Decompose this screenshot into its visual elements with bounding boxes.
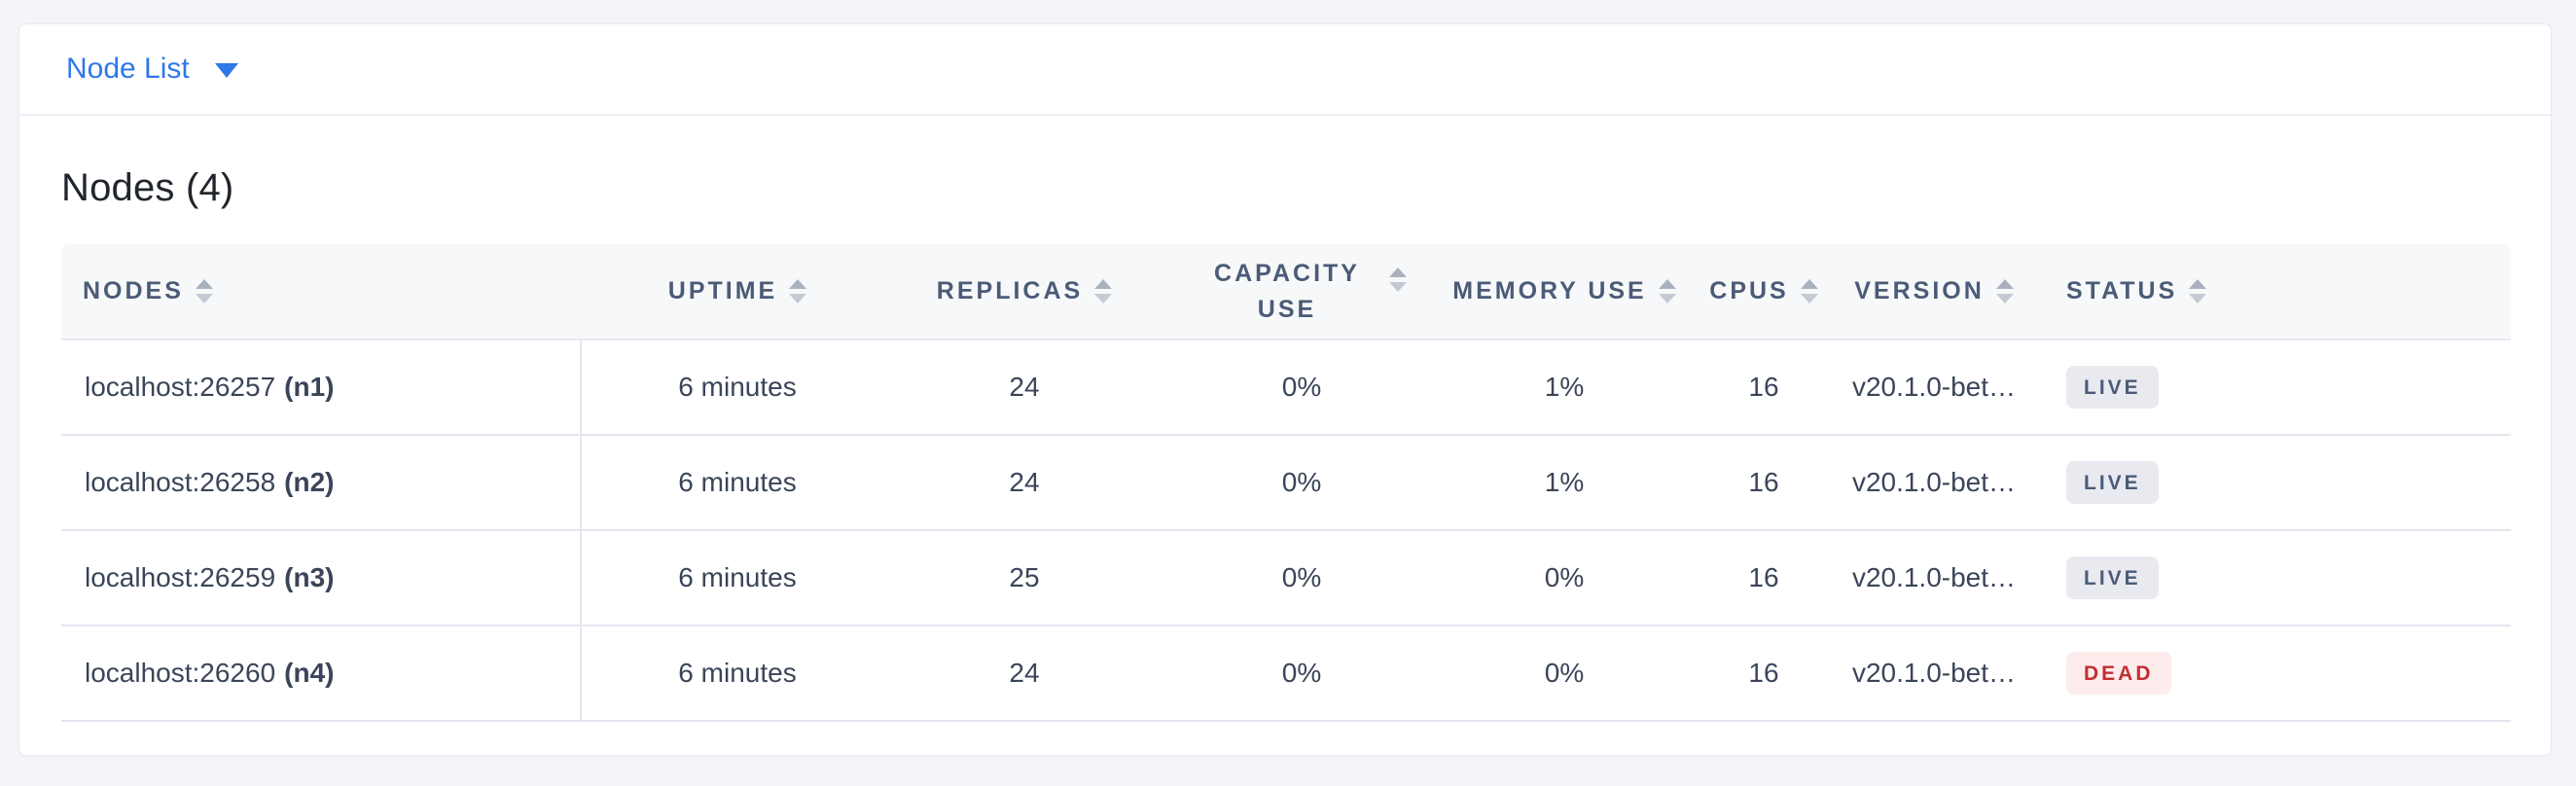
uptime-cell: 6 minutes	[582, 340, 893, 436]
column-label: REPLICAS	[936, 277, 1084, 305]
table-header-row: NODES UPTIME REPLICAS CAPACITY USE MEMOR…	[61, 244, 2511, 340]
column-label: VERSION	[1854, 277, 1985, 305]
column-label: STATUS	[2066, 277, 2178, 305]
cpus-cell: 16	[1681, 626, 1846, 722]
capacity-use-cell: 0%	[1156, 626, 1448, 722]
column-header-uptime[interactable]: UPTIME	[582, 244, 893, 340]
status-badge: LIVE	[2066, 461, 2159, 504]
version-cell: v20.1.0-bet…	[1846, 436, 2021, 531]
capacity-use-cell: 0%	[1156, 436, 1448, 531]
memory-use-cell: 0%	[1448, 531, 1681, 626]
table-row: localhost:26257 (n1) 6 minutes 24 0% 1% 1…	[61, 340, 2511, 436]
sort-arrows-icon	[1800, 279, 1818, 304]
table-row: localhost:26258 (n2) 6 minutes 24 0% 1% 1…	[61, 436, 2511, 531]
status-badge: LIVE	[2066, 556, 2159, 599]
node-id: (n1)	[284, 372, 335, 402]
uptime-cell: 6 minutes	[582, 436, 893, 531]
node-address-cell[interactable]: localhost:26257 (n1)	[61, 340, 582, 436]
status-cell: LIVE	[2021, 531, 2511, 626]
sort-arrows-icon	[1658, 279, 1676, 304]
column-header-status[interactable]: STATUS	[2021, 244, 2511, 340]
status-cell: LIVE	[2021, 436, 2511, 531]
version-cell: v20.1.0-bet…	[1846, 626, 2021, 722]
replicas-cell: 24	[893, 436, 1156, 531]
node-address: localhost:26257	[85, 372, 276, 402]
version-cell: v20.1.0-bet…	[1846, 340, 2021, 436]
column-header-capacity-use[interactable]: CAPACITY USE	[1156, 244, 1448, 340]
capacity-use-cell: 0%	[1156, 531, 1448, 626]
node-address-cell[interactable]: localhost:26258 (n2)	[61, 436, 582, 531]
column-label: CAPACITY USE	[1214, 260, 1360, 323]
node-address-cell[interactable]: localhost:26259 (n3)	[61, 531, 582, 626]
view-switcher-bar: Node List	[19, 24, 2551, 116]
node-address: localhost:26258	[85, 467, 276, 497]
version-cell: v20.1.0-bet…	[1846, 531, 2021, 626]
status-cell: DEAD	[2021, 626, 2511, 722]
column-header-version[interactable]: VERSION	[1846, 244, 2021, 340]
column-label: UPTIME	[667, 277, 778, 305]
column-label: MEMORY USE	[1452, 277, 1647, 305]
table-row: localhost:26260 (n4) 6 minutes 24 0% 0% 1…	[61, 626, 2511, 722]
sort-arrows-icon	[2189, 279, 2207, 304]
replicas-cell: 24	[893, 626, 1156, 722]
node-address: localhost:26259	[85, 562, 276, 592]
cpus-cell: 16	[1681, 531, 1846, 626]
column-header-replicas[interactable]: REPLICAS	[893, 244, 1156, 340]
memory-use-cell: 1%	[1448, 340, 1681, 436]
memory-use-cell: 1%	[1448, 436, 1681, 531]
memory-use-cell: 0%	[1448, 626, 1681, 722]
status-cell: LIVE	[2021, 340, 2511, 436]
replicas-cell: 24	[893, 340, 1156, 436]
node-id: (n3)	[284, 562, 335, 592]
nodes-table: NODES UPTIME REPLICAS CAPACITY USE MEMOR…	[61, 244, 2511, 722]
cpus-cell: 16	[1681, 340, 1846, 436]
column-header-nodes[interactable]: NODES	[61, 244, 582, 340]
node-list-dropdown[interactable]: Node List	[66, 53, 238, 86]
cpus-cell: 16	[1681, 436, 1846, 531]
column-label: NODES	[83, 277, 184, 305]
replicas-cell: 25	[893, 531, 1156, 626]
sort-arrows-icon	[789, 279, 807, 304]
sort-arrows-icon	[1995, 279, 2014, 304]
column-header-cpus[interactable]: CPUS	[1681, 244, 1846, 340]
node-address: localhost:26260	[85, 658, 276, 688]
column-label: CPUS	[1709, 277, 1789, 305]
status-badge: LIVE	[2066, 366, 2159, 409]
uptime-cell: 6 minutes	[582, 626, 893, 722]
sort-arrows-icon	[1388, 268, 1407, 293]
status-badge: DEAD	[2066, 652, 2171, 695]
nodes-content: Nodes (4) NODES UPTIME REPLICAS	[19, 166, 2551, 722]
sort-arrows-icon	[1094, 279, 1113, 304]
caret-down-icon	[214, 63, 238, 78]
node-id: (n2)	[284, 467, 335, 497]
page-title: Nodes (4)	[61, 166, 234, 209]
node-list-dropdown-label: Node List	[66, 53, 190, 85]
node-address-cell[interactable]: localhost:26260 (n4)	[61, 626, 582, 722]
sort-arrows-icon	[195, 279, 213, 304]
uptime-cell: 6 minutes	[582, 531, 893, 626]
node-id: (n4)	[284, 658, 335, 688]
capacity-use-cell: 0%	[1156, 340, 1448, 436]
table-row: localhost:26259 (n3) 6 minutes 25 0% 0% 1…	[61, 531, 2511, 626]
nodes-card: Node List Nodes (4) NODES UPTIME	[18, 23, 2552, 756]
column-header-memory-use[interactable]: MEMORY USE	[1448, 244, 1681, 340]
